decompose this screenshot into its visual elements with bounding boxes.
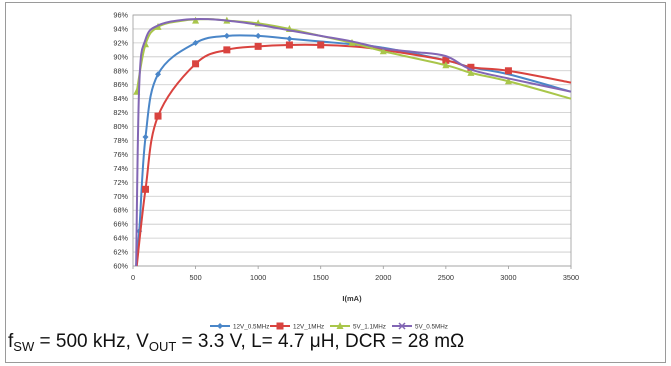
data-point-12v-0-5mhz: [286, 35, 293, 42]
y-tick-label: 82%: [113, 108, 128, 117]
x-tick-label: 3000: [500, 273, 516, 282]
grid-layer: [133, 14, 571, 267]
data-point-12v-1mhz: [504, 67, 512, 75]
legend-swatch-marker: [336, 322, 344, 329]
x-axis-title: I(mA): [342, 294, 362, 303]
legend-swatch-marker: [217, 323, 223, 329]
series-layer: [133, 16, 572, 267]
data-point-12v-1mhz: [154, 112, 162, 120]
y-tick-label: 62%: [113, 248, 128, 257]
plot-border: [132, 14, 572, 267]
data-point-12v-1mhz: [254, 42, 262, 50]
marker-stroke: [398, 322, 406, 330]
data-point-12v-1mhz: [317, 41, 325, 49]
x-tick-label: 0: [131, 273, 135, 282]
data-point-5v-1-1mhz: [379, 47, 387, 55]
data-point-5v-1-1mhz: [504, 77, 512, 85]
y-tick-label: 74%: [113, 164, 128, 173]
y-tick-label: 94%: [113, 24, 128, 33]
x-tick-label: 2500: [438, 273, 454, 282]
caption-v-subscript: OUT: [148, 339, 177, 354]
caption-f-subscript: SW: [13, 339, 35, 354]
y-tick-label: 84%: [113, 94, 128, 103]
y-tick-label: 96%: [113, 11, 128, 20]
y-tick-label: 68%: [113, 206, 128, 215]
data-point-12v-0-5mhz: [192, 39, 199, 46]
y-tick-label: 60%: [113, 262, 128, 271]
data-point-12v-1mhz: [467, 63, 475, 71]
data-point-12v-0-5mhz: [255, 32, 262, 39]
y-tick-label: 86%: [113, 80, 128, 89]
legend-label: 5V_1.1MHz: [353, 324, 386, 331]
data-point-12v-0-5mhz: [223, 32, 230, 39]
y-tick-label: 80%: [113, 122, 128, 131]
legend-item-12v-1mhz: 12V_1MHz: [270, 322, 324, 331]
data-point-5v-1-1mhz: [467, 68, 475, 76]
legend-item-12v-0-5mhz: 12V_0.5MHz: [210, 323, 269, 331]
test-conditions-caption: fSW = 500 kHz, VOUT = 3.3 V, L= 4.7 μH, …: [8, 331, 464, 354]
caption-frequency: = 500 kHz, V: [34, 331, 149, 352]
y-tick-label: 70%: [113, 192, 128, 201]
legend-label: 12V_1MHz: [293, 324, 324, 331]
legend-label: 12V_0.5MHz: [233, 324, 269, 331]
x-tick-label: 500: [189, 273, 201, 282]
x-tick-label: 1000: [250, 273, 266, 282]
caption-conditions: = 3.3 V, L= 4.7 μH, DCR = 28 mΩ: [176, 331, 465, 352]
y-tick-label: 76%: [113, 150, 128, 159]
y-tick-label: 66%: [113, 220, 128, 229]
x-tick-label: 3500: [563, 273, 579, 282]
data-point-12v-0-5mhz: [142, 134, 149, 141]
data-point-5v-1-1mhz: [442, 61, 450, 69]
legend: 12V_0.5MHz 12V_1MHz 5V_1.1MHz 5V_0.5MHz: [210, 322, 448, 331]
y-tick-label: 64%: [113, 234, 128, 243]
y-tick-label: 72%: [113, 178, 128, 187]
data-point-12v-0-5mhz: [155, 71, 162, 78]
legend-item-5v-0-5mhz: 5V_0.5MHz: [392, 322, 448, 331]
series-line-5v-0-5mhz: [135, 17, 572, 267]
data-point-12v-1mhz: [142, 185, 150, 193]
legend-label: 5V_0.5MHz: [415, 324, 448, 331]
caption-f: f: [8, 331, 14, 352]
data-point-12v-1mhz: [442, 56, 450, 64]
data-point-12v-1mhz: [192, 60, 200, 68]
data-point-12v-1mhz: [223, 46, 231, 54]
x-tick-label: 1500: [313, 273, 329, 282]
x-tick-label: 2000: [375, 273, 391, 282]
legend-swatch-marker: [276, 322, 284, 330]
y-tick-label: 78%: [113, 136, 128, 145]
y-tick-label: 88%: [113, 66, 128, 75]
y-tick-label: 90%: [113, 52, 128, 61]
y-tick-label: 92%: [113, 38, 128, 47]
legend-swatch-marker: [398, 322, 406, 330]
axis-layer: 60% 62% 64% 66% 68% 70% 72% 74% 76% 78% 80% 82% 84% 8…: [113, 11, 579, 283]
legend-item-5v-1-1mhz: 5V_1.1MHz: [330, 322, 386, 331]
data-point-12v-1mhz: [285, 41, 293, 49]
